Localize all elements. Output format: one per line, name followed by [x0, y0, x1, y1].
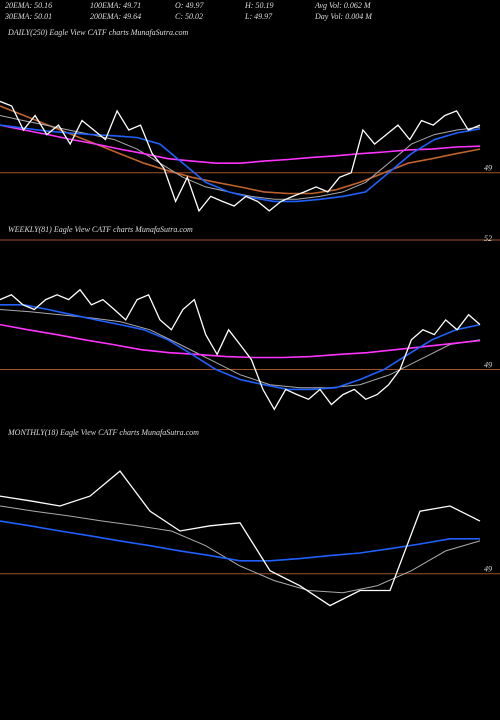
header-stat: H: 50.19 — [244, 1, 273, 10]
series-line — [0, 505, 481, 594]
series-line — [0, 105, 481, 195]
header-stat: L: 49.97 — [244, 12, 273, 21]
panel-title: DAILY(250) Eagle View CATF charts Munafa… — [7, 28, 188, 37]
header-stat: Day Vol: 0.004 M — [314, 12, 373, 21]
y-tick-label: 49 — [484, 164, 492, 173]
y-tick-label: 49 — [484, 360, 492, 369]
series-line — [0, 470, 481, 607]
series-line — [0, 323, 481, 359]
header-stat: O: 49.97 — [175, 1, 204, 10]
series-line — [0, 100, 481, 213]
series-line — [0, 303, 481, 391]
series-line — [0, 124, 481, 164]
header-stat: Avg Vol: 0.062 M — [314, 1, 372, 10]
panel-title: WEEKLY(81) Eagle View CATF charts Munafa… — [8, 225, 193, 234]
series-line — [0, 124, 481, 203]
header-stat: C: 50.02 — [175, 12, 203, 21]
panel-title: MONTHLY(18) Eagle View CATF charts Munaf… — [7, 428, 199, 437]
series-line — [0, 520, 480, 562]
header-stat: 30EMA: 50.01 — [4, 12, 52, 21]
y-tick-label: 49 — [484, 565, 492, 574]
series-line — [0, 288, 481, 411]
y-tick-label: 52 — [484, 234, 492, 243]
header-stat: 20EMA: 50.16 — [5, 1, 52, 10]
header-stat: 100EMA: 49.71 — [90, 1, 141, 10]
header-stat: 200EMA: 49.64 — [90, 12, 141, 21]
